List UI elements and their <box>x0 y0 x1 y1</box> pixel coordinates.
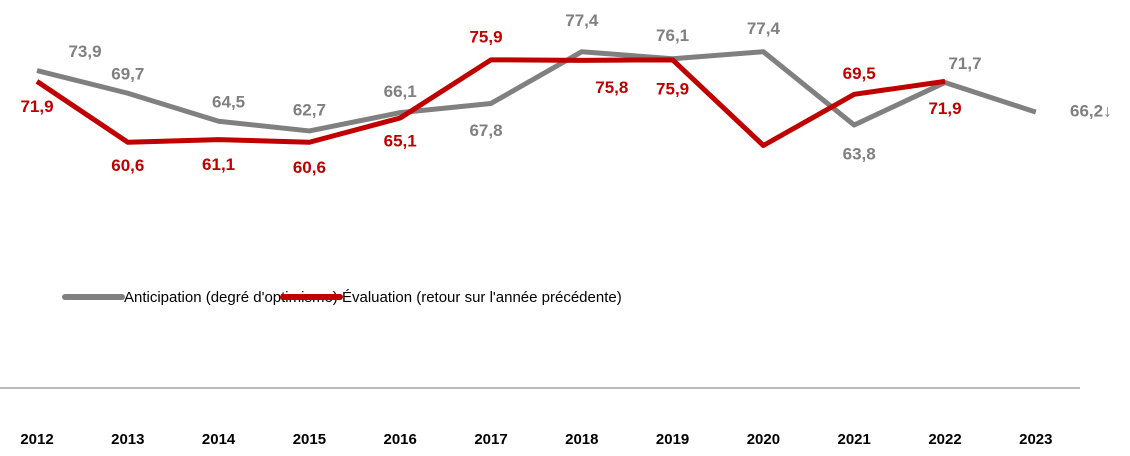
data-label: 75,9 <box>469 27 502 46</box>
x-tick-label: 2018 <box>565 431 598 448</box>
x-tick-label: 2012 <box>20 431 53 448</box>
x-tick-label: 2016 <box>384 431 417 448</box>
data-label: 75,8 <box>595 78 628 97</box>
data-label: 67,8 <box>469 121 502 140</box>
data-label: 69,5 <box>843 64 876 83</box>
x-tick-label: 2022 <box>928 431 961 448</box>
data-label: 75,9 <box>656 79 689 98</box>
legend-label: Évaluation (retour sur l'année précédent… <box>342 289 622 306</box>
x-tick-label: 2020 <box>747 431 780 448</box>
data-label: 77,4 <box>565 11 599 30</box>
data-label: 63,8 <box>843 145 876 164</box>
x-tick-label: 2017 <box>474 431 507 448</box>
data-label: 66,2↓ <box>1070 102 1112 121</box>
data-label: 71,9 <box>928 99 961 118</box>
data-label: 71,7 <box>948 54 981 73</box>
data-label: 77,4 <box>747 19 781 38</box>
x-tick-label: 2015 <box>293 431 326 448</box>
data-label: 73,9 <box>68 42 101 61</box>
data-label: 60,6 <box>293 158 326 177</box>
data-label: 65,1 <box>384 132 417 151</box>
legend-label: Anticipation (degré d'optimisme) <box>124 289 338 306</box>
data-label: 62,7 <box>293 100 326 119</box>
x-tick-label: 2014 <box>202 431 236 448</box>
data-label: 66,1 <box>384 82 417 101</box>
data-label: 76,1 <box>656 26 689 45</box>
data-label: 64,5 <box>212 93 245 112</box>
series-line <box>36 49 1037 134</box>
data-label: 61,1 <box>202 155 235 174</box>
x-tick-label: 2023 <box>1019 431 1052 448</box>
series-line <box>35 57 946 148</box>
data-label: 60,6 <box>111 156 144 175</box>
x-tick-label: 2021 <box>838 431 871 448</box>
x-tick-label: 2019 <box>656 431 689 448</box>
data-label: 69,7 <box>111 65 144 84</box>
data-label: 71,9 <box>20 97 53 116</box>
x-tick-label: 2013 <box>111 431 144 448</box>
